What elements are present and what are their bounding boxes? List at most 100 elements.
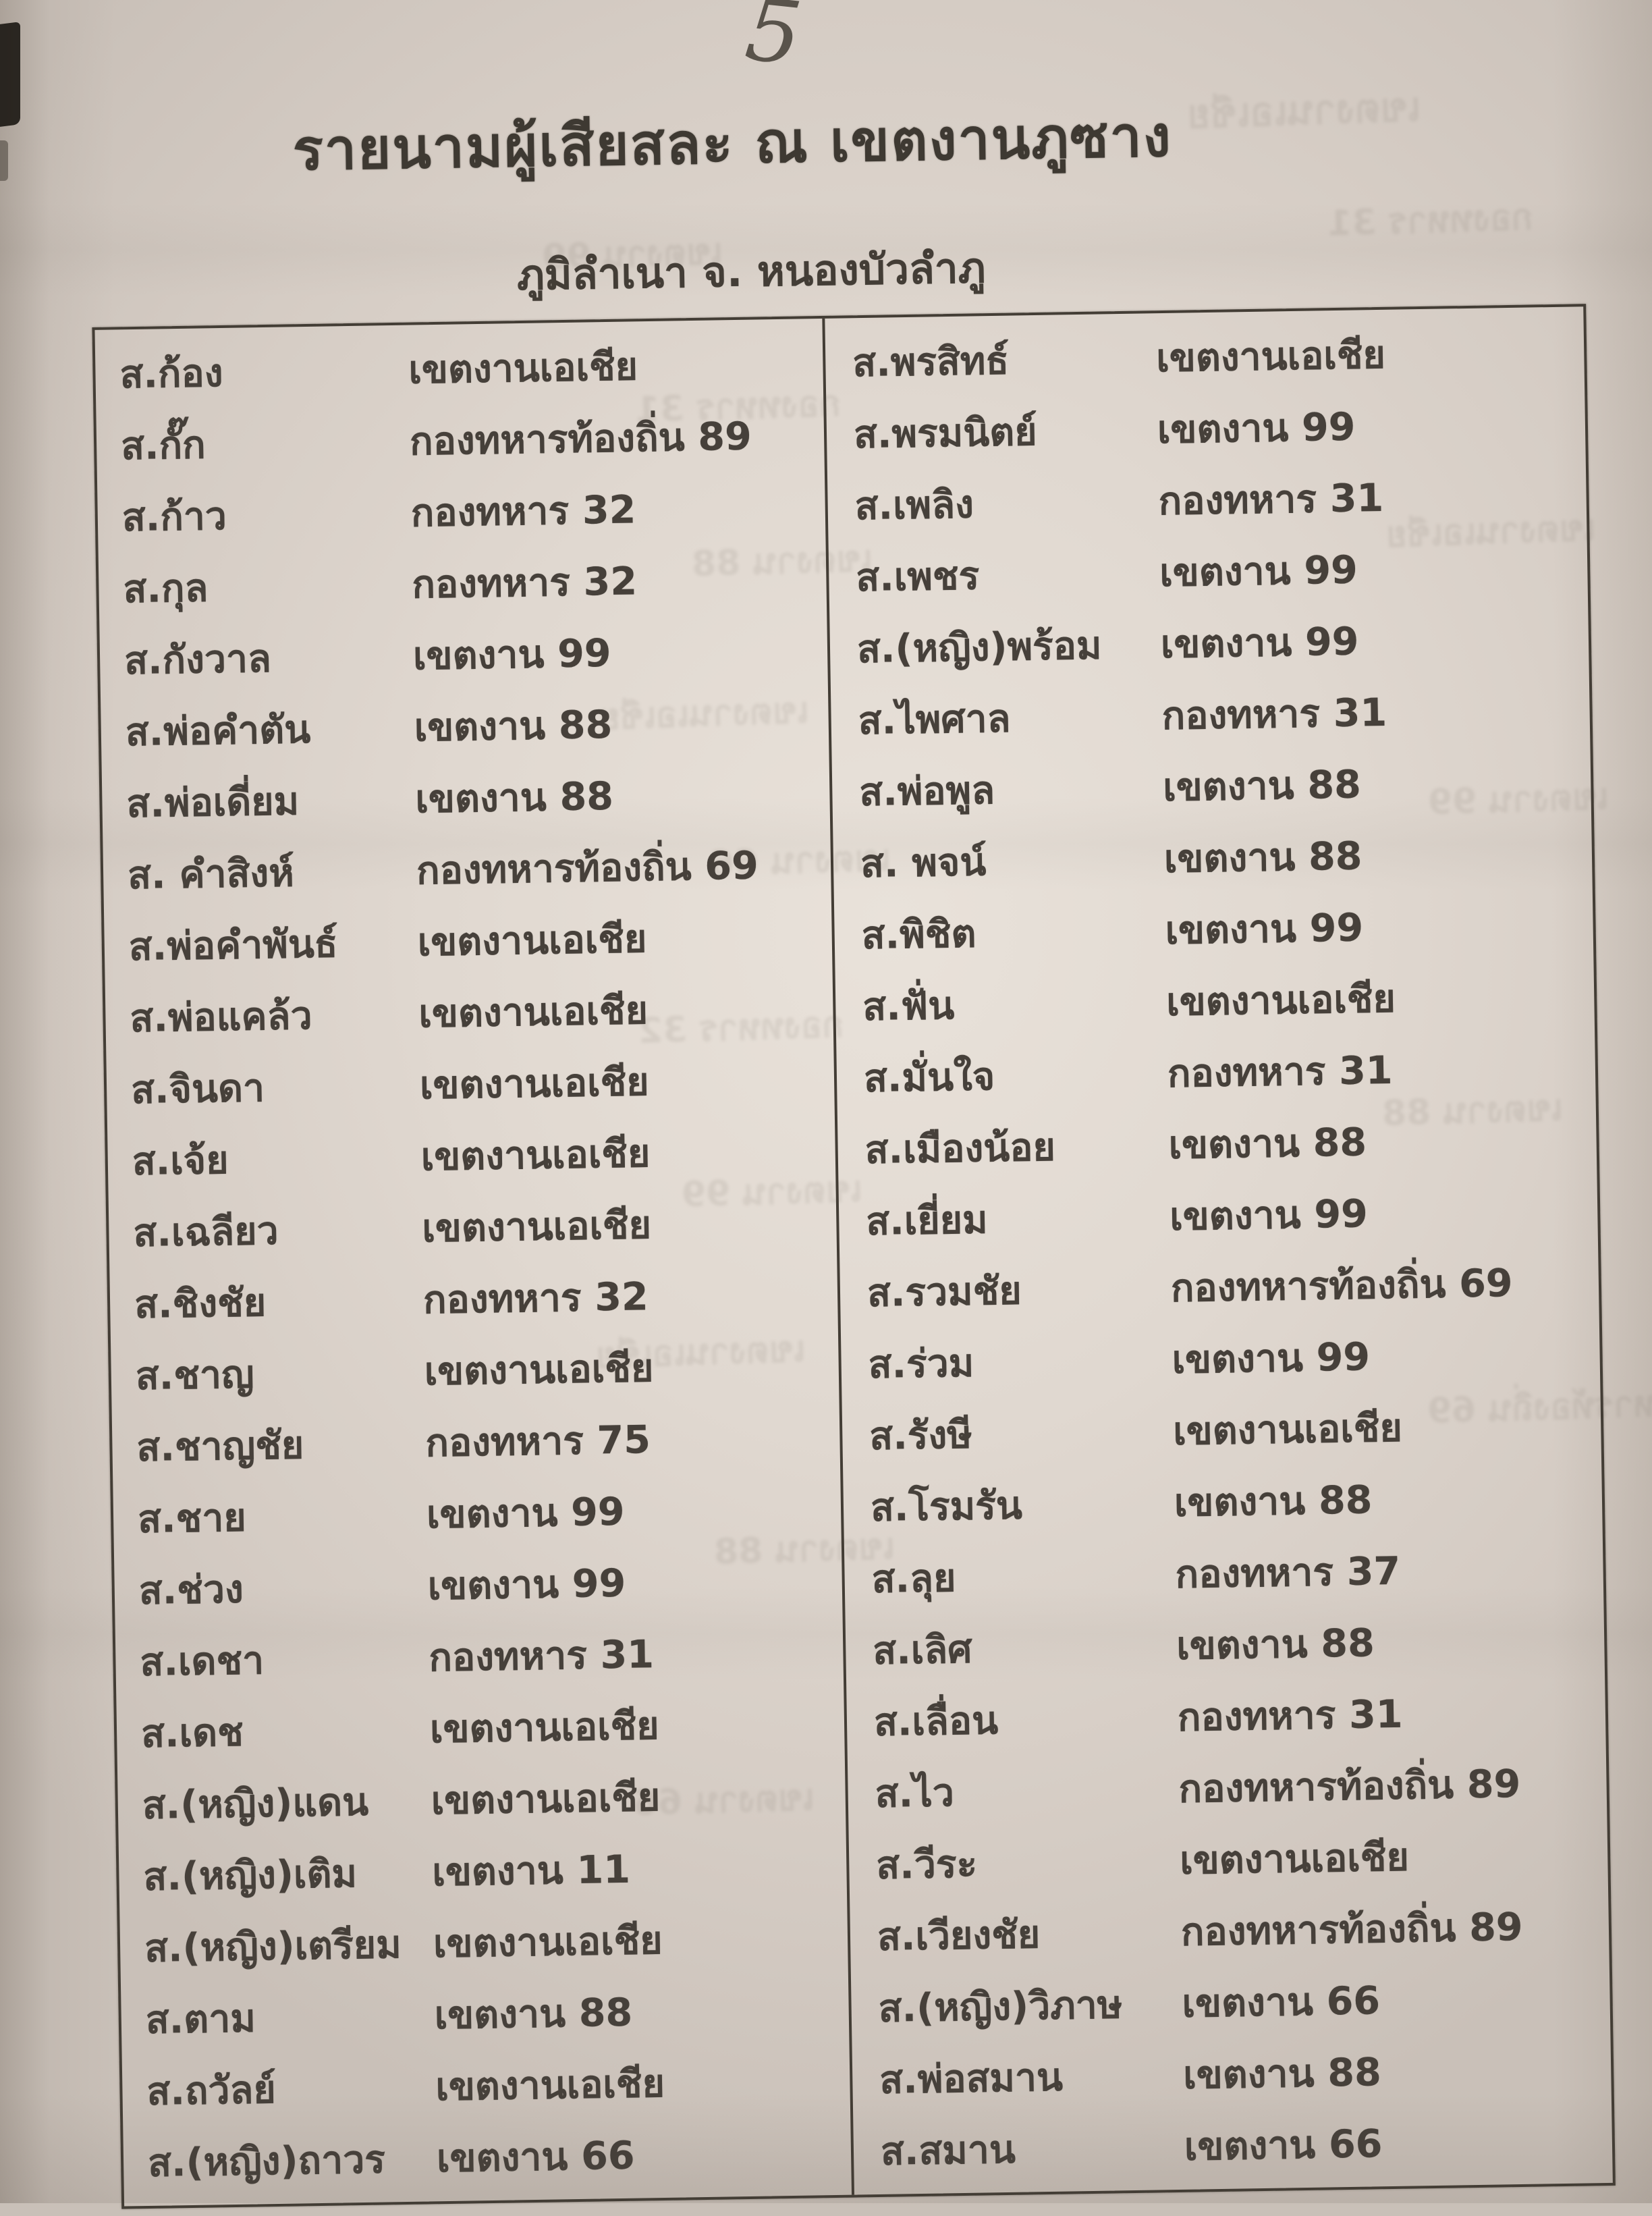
unit-assignment: กองทหาร 31 xyxy=(428,1632,655,1681)
paper-shading-band xyxy=(0,796,1652,891)
person-name: ส.ก้อง xyxy=(119,350,224,398)
table-row: ส.เยี่ยม เขตงาน 99 xyxy=(839,1174,1596,1258)
person-name: ส.เดชา xyxy=(139,1638,265,1685)
person-name: ส.เดช xyxy=(140,1710,244,1757)
person-name: ส.เจ้ย xyxy=(132,1137,229,1185)
table-row: ส.พิชิต เขตงาน 99 xyxy=(834,888,1591,972)
unit-assignment: กองทหาร 31 xyxy=(1158,475,1384,524)
person-name: ส.พ่อคำพันธ์ xyxy=(128,921,339,970)
unit-assignment: เขตงาน 99 xyxy=(1172,1334,1371,1383)
table-row: ส.กังวาล เขตงาน 99 xyxy=(99,614,828,697)
table-row: ส.ไว กองทหารท้องถิ่น 89 xyxy=(848,1747,1605,1831)
table-row: ส.ลุย กองทหาร 37 xyxy=(844,1532,1601,1616)
person-name: ส.ลุย xyxy=(871,1556,956,1602)
table-row: ส.กั๊ก กองทหารท้องถิ่น 89 xyxy=(96,400,825,483)
person-name: ส.พ่อคำตัน xyxy=(125,707,311,755)
paper-shading-band xyxy=(0,202,1652,297)
unit-assignment: เขตงาน 66 xyxy=(436,2133,636,2182)
person-name: ส.ชาญชัย xyxy=(136,1423,304,1471)
person-name: ส.ก้าว xyxy=(121,493,227,541)
person-name: ส.รังษี xyxy=(869,1412,973,1459)
table-row: ส.รวมชัย กองทหารท้องถิ่น 69 xyxy=(839,1246,1597,1330)
unit-assignment: กองทหาร 75 xyxy=(424,1417,651,1466)
person-name: ส.เพลิง xyxy=(854,482,974,529)
person-name: ส.ถวัลย์ xyxy=(146,2068,277,2115)
page-subtitle: ภูมิลำเนา จ. หนองบัวลำภู xyxy=(516,243,987,300)
unit-assignment: เขตงาน 99 xyxy=(1157,404,1356,453)
table-row: ส.เดช เขตงานเอเชีย xyxy=(116,1687,845,1771)
table-row: ส.เพลิง กองทหาร 31 xyxy=(827,459,1585,543)
unit-assignment: กองทหารท้องถิ่น 89 xyxy=(1180,1904,1524,1955)
table-row: ส.รังษี เขตงานเอเชีย xyxy=(842,1389,1599,1473)
table-row: ส.ตาม เขตงาน 88 xyxy=(121,1974,850,2057)
person-name: ส.เฉลียว xyxy=(132,1208,279,1256)
person-name: ส.พ่อแคล้ว xyxy=(129,993,313,1042)
person-name: ส. พจน์ xyxy=(860,840,987,887)
table-row: ส.ช่วง เขตงาน 99 xyxy=(114,1544,843,1627)
unit-assignment: เขตงาน 88 xyxy=(1174,1478,1373,1525)
unit-assignment: เขตงานเอเชีย xyxy=(435,2061,665,2110)
table-row: ส.เลื่อน กองทหาร 31 xyxy=(846,1675,1603,1759)
table-row: ส. คำสิงห์ กองทหารท้องถิ่น 69 xyxy=(103,829,831,912)
person-name: ส.เพชร xyxy=(855,553,980,601)
table-row: ส.(หญิง)เตรียม เขตงานเอเชีย xyxy=(119,1902,848,1985)
person-name: ส.(หญิง)พร้อม xyxy=(856,623,1103,672)
unit-assignment: เขตงาน 66 xyxy=(1184,2122,1383,2169)
table-row: ส.ฟั่น เขตงานเอเชีย xyxy=(835,960,1593,1044)
table-row: ส.ก้าว กองทหาร 32 xyxy=(97,471,826,554)
table-row: ส.(หญิง)วิภาษ เขตงาน 66 xyxy=(851,1962,1608,2045)
right-column: ส.พรสิทธ์ เขตงานเอเชีย ส.พรมนิตย์ เขตงาน… xyxy=(825,316,1610,2194)
unit-assignment: เขตงาน 88 xyxy=(1163,834,1362,882)
table-row: ส.พรสิทธ์ เขตงานเอเชีย xyxy=(825,316,1582,400)
table-row: ส.ชิงชัย กองทหาร 32 xyxy=(109,1258,838,1341)
person-name: ส.กั๊ก xyxy=(120,423,206,469)
person-name: ส.พรสิทธ์ xyxy=(852,338,1010,386)
table-row: ส.สมาน เขตงาน 66 xyxy=(853,2105,1610,2188)
unit-assignment: เขตงาน 88 xyxy=(1176,1621,1375,1669)
person-name: ส.เมืองน้อย xyxy=(864,1125,1056,1173)
unit-assignment: เขตงาน 88 xyxy=(1162,762,1362,811)
page-number: 5 xyxy=(740,0,806,85)
person-name: ส.(หญิง)เติม xyxy=(142,1852,358,1900)
person-name: ส.จินดา xyxy=(130,1066,265,1113)
table-row: ส.(หญิง)ถาวร เขตงาน 66 xyxy=(123,2117,852,2200)
left-column: ส.ก้อง เขตงานเอเชีย ส.กั๊ก กองทหารท้องถิ… xyxy=(95,328,852,2207)
unit-assignment: เขตงาน 99 xyxy=(1160,619,1359,668)
person-name: ส.วีระ xyxy=(875,1841,978,1888)
table-row: ส.พ่อเดี่ยม เขตงาน 88 xyxy=(102,757,831,840)
person-name: ส.(หญิง)ถาวร xyxy=(147,2137,386,2186)
table-row: ส.เจ้ย เขตงานเอเชีย xyxy=(107,1115,836,1198)
table-row: ส.ชาญ เขตงานเอเชีย xyxy=(111,1330,839,1413)
table-row: ส.เฉลียว เขตงานเอเชีย xyxy=(109,1187,837,1270)
unit-assignment: เขตงาน 88 xyxy=(1168,1120,1367,1168)
unit-assignment: กองทหาร 32 xyxy=(422,1274,649,1323)
table-row: ส.จินดา เขตงานเอเชีย xyxy=(106,1044,835,1127)
table-row: ส.เวียงชัย กองทหารท้องถิ่น 89 xyxy=(850,1890,1607,1974)
unit-assignment: เขตงานเอเชีย xyxy=(433,1918,663,1967)
table-row: ส.(หญิง)แดน เขตงานเอเชีย xyxy=(117,1759,846,1842)
table-row: ส.เพชร เขตงาน 99 xyxy=(829,531,1586,614)
unit-assignment: เขตงาน 99 xyxy=(1165,905,1364,954)
person-name: ส.พรมนิตย์ xyxy=(853,409,1038,458)
unit-assignment: กองทหาร 31 xyxy=(1177,1692,1403,1740)
unit-assignment: กองทหาร 37 xyxy=(1175,1548,1401,1597)
table-row: ส.เลิศ เขตงาน 88 xyxy=(846,1604,1603,1687)
unit-assignment: กองทหาร 31 xyxy=(1167,1048,1393,1097)
table-row: ส.ชาย เขตงาน 99 xyxy=(113,1473,842,1556)
unit-assignment: กองทหาร 31 xyxy=(1161,690,1387,739)
person-name: ส.พ่อเดี่ยม xyxy=(126,779,300,827)
unit-assignment: เขตงาน 99 xyxy=(1169,1191,1369,1240)
table-row: ส.ไพศาล กองทหาร 31 xyxy=(831,674,1588,757)
unit-assignment: กองทหารท้องถิ่น 89 xyxy=(1178,1761,1521,1812)
table-row: ส.เมืองน้อย เขตงาน 88 xyxy=(837,1103,1595,1187)
unit-assignment: เขตงานเอเชีย xyxy=(421,1203,652,1251)
unit-assignment: เขตงานเอเชีย xyxy=(419,1060,650,1108)
page-corner-shadow xyxy=(0,140,8,181)
unit-assignment: เขตงานเอเชีย xyxy=(1172,1405,1403,1454)
unit-assignment: เขตงานเอเชีย xyxy=(424,1346,654,1395)
unit-assignment: กองทหารท้องถิ่น 69 xyxy=(1170,1261,1514,1312)
unit-assignment: เขตงานเอเชีย xyxy=(418,988,649,1037)
table-row: ส.ร่วม เขตงาน 99 xyxy=(841,1318,1598,1401)
